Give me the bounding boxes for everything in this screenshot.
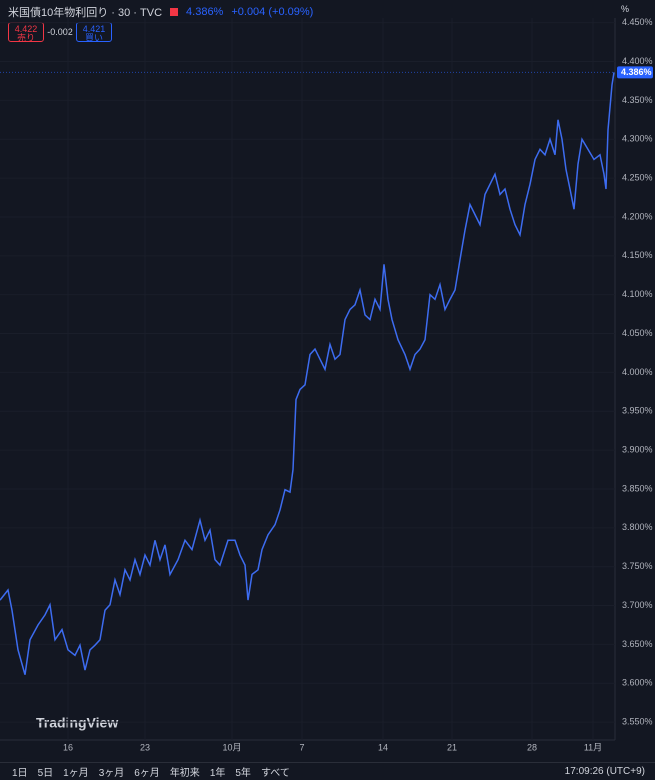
y-tick-label: 4.350% bbox=[622, 95, 653, 105]
buy-label: 買い bbox=[84, 33, 103, 43]
y-tick-label: 4.200% bbox=[622, 211, 653, 221]
unit-button[interactable]: % bbox=[621, 4, 630, 14]
y-tick-label: 3.550% bbox=[622, 716, 653, 726]
range-button[interactable]: 1ヶ月 bbox=[63, 768, 89, 779]
chart: TradingView 3.550% 3.600% 3.650% 3.700% 3.75… bbox=[0, 17, 653, 752]
buy-price: 4.421 bbox=[82, 24, 106, 34]
x-tick-label: 16 bbox=[63, 742, 73, 752]
x-tick-label: 14 bbox=[378, 742, 388, 752]
x-tick-label: 7 bbox=[299, 742, 304, 752]
spread: -0.002 bbox=[47, 27, 73, 37]
y-tick-label: 4.400% bbox=[622, 56, 653, 66]
range-button[interactable]: 6ヶ月 bbox=[134, 768, 160, 779]
sell-price: 4.422 bbox=[14, 24, 38, 34]
x-tick-label: 11月 bbox=[584, 742, 602, 752]
sell-button[interactable]: 4.422 売り bbox=[8, 22, 44, 43]
line-series bbox=[0, 72, 615, 675]
range-button[interactable]: 5日 bbox=[37, 768, 54, 779]
x-tick-label: 28 bbox=[527, 742, 537, 752]
logo: TradingView bbox=[36, 715, 118, 731]
range-button[interactable]: 5年 bbox=[235, 768, 251, 779]
y-tick-label: 3.950% bbox=[622, 406, 653, 416]
y-tick-label: 3.850% bbox=[622, 483, 653, 493]
x-tick-label: 23 bbox=[140, 742, 150, 752]
change: +0.004 (+0.09%) bbox=[231, 6, 314, 18]
x-tick-label: 10月 bbox=[222, 742, 241, 752]
header: 米国債10年物利回り · 30 · TVC 4.386% +0.004 (+0.… bbox=[8, 4, 313, 20]
range-button[interactable]: 1年 bbox=[209, 768, 226, 779]
y-tick-label: 4.100% bbox=[622, 289, 653, 299]
y-tick-label: 4.000% bbox=[622, 367, 653, 377]
clock: 17:09:26 (UTC+9) bbox=[564, 766, 645, 777]
y-tick-label: 3.900% bbox=[622, 444, 653, 454]
y-tick-label: 4.300% bbox=[622, 134, 653, 144]
y-tick-label: 4.250% bbox=[622, 172, 653, 182]
y-tick-label: 4.150% bbox=[622, 250, 653, 260]
y-tick-label: 3.750% bbox=[622, 561, 653, 571]
y-tick-label: 4.450% bbox=[622, 17, 653, 27]
toolbar: 1日 5日 1ヶ月 3ヶ月 6ヶ月 年初来 1年 5年 すべて 17:09:26 (UTC+9) bbox=[0, 762, 655, 780]
y-tick-label: 3.700% bbox=[622, 600, 653, 610]
range-button[interactable]: すべて bbox=[260, 768, 290, 779]
range-button[interactable]: 年初来 bbox=[169, 768, 200, 779]
y-tick-label: 3.650% bbox=[622, 639, 653, 649]
symbol-title[interactable]: 米国債10年物利回り · 30 · TVC bbox=[8, 7, 163, 19]
range-button[interactable]: 1日 bbox=[12, 768, 28, 779]
y-tick-label: 3.600% bbox=[622, 678, 653, 688]
x-tick-label: 21 bbox=[447, 742, 457, 752]
y-tick-label: 4.050% bbox=[622, 328, 653, 338]
last-price-label: 4.386% bbox=[621, 67, 652, 77]
price: 4.386% bbox=[186, 6, 224, 18]
sell-label: 売り bbox=[16, 33, 35, 43]
last-price-tag bbox=[617, 66, 653, 79]
flag bbox=[170, 8, 179, 16]
y-tick-label: 3.800% bbox=[622, 522, 653, 532]
buy-button[interactable]: 4.421 買い bbox=[76, 22, 112, 43]
range-button[interactable]: 3ヶ月 bbox=[98, 768, 125, 779]
